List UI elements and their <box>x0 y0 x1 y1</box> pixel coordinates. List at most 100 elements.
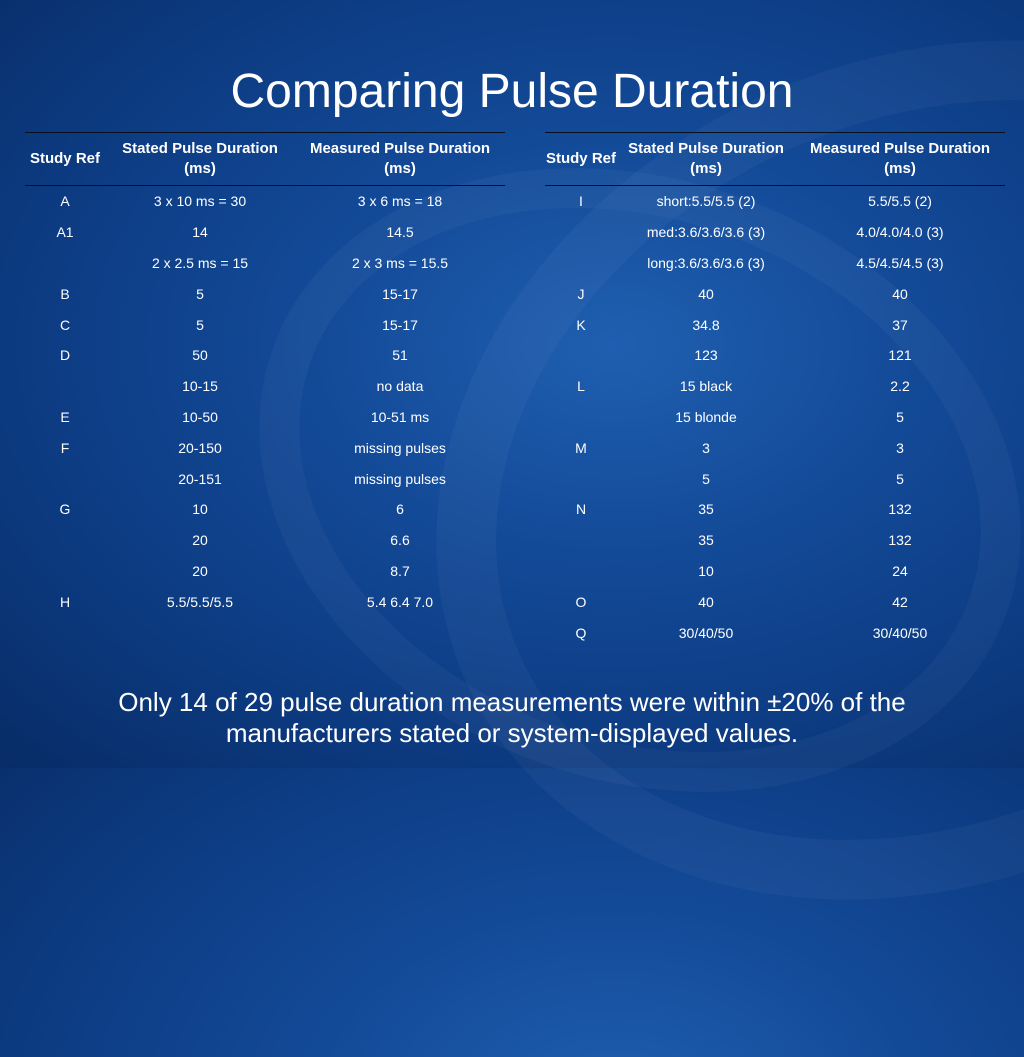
cell-study-ref <box>25 463 105 494</box>
header-study-ref: Study Ref <box>545 132 617 186</box>
cell-study-ref <box>545 463 617 494</box>
cell-stated-pulse: 5 <box>196 316 204 333</box>
slide-title: Comparing Pulse Duration <box>230 65 794 118</box>
cell-measured-pulse: 42 <box>892 593 908 610</box>
cell-measured-pulse: no data <box>376 378 424 395</box>
header-measured-pulse: Measured Pulse Duration (ms) <box>295 132 505 186</box>
table-row: Q 30/40/50 30/40/50 <box>545 617 1005 648</box>
cell-stated-pulse: 35 <box>698 501 714 518</box>
cell-stated-pulse: 20 <box>192 532 208 549</box>
table-row: G 10 6 <box>25 494 505 525</box>
cell-study-ref: C <box>59 316 71 333</box>
table-row: C 5 15-17 <box>25 309 505 340</box>
cell-stated-pulse: 20-150 <box>178 439 222 456</box>
cell-study-ref <box>25 248 105 279</box>
cell-stated-pulse: 15 black <box>679 378 733 395</box>
cell-stated-pulse: 50 <box>192 347 208 364</box>
header-measured-pulse: Measured Pulse Duration (ms) <box>795 132 1005 186</box>
cell-study-ref <box>25 371 105 402</box>
cell-measured-pulse: 8.7 <box>390 562 410 579</box>
cell-measured-pulse: 15-17 <box>382 316 418 333</box>
cell-stated-pulse: long:3.6/3.6/3.6 (3) <box>647 254 765 271</box>
table-row: A 3 x 10 ms = 30 3 x 6 ms = 18 <box>25 186 505 217</box>
cell-stated-pulse: 15 blonde <box>675 408 737 425</box>
table-row: 15 blonde 5 <box>545 402 1005 433</box>
table-row: E 10-50 10-51 ms <box>25 402 505 433</box>
table-row: B 5 15-17 <box>25 278 505 309</box>
cell-stated-pulse: 3 x 10 ms = 30 <box>153 193 247 210</box>
cell-measured-pulse: 132 <box>888 501 912 518</box>
cell-study-ref <box>545 402 617 433</box>
table-row: N 35 132 <box>545 494 1005 525</box>
cell-stated-pulse: 5.5/5.5/5.5 <box>166 593 234 610</box>
cell-stated-pulse: 123 <box>694 347 718 364</box>
cell-stated-pulse: 20 <box>192 562 208 579</box>
cell-stated-pulse: 3 <box>702 439 710 456</box>
table-row: O 40 42 <box>545 586 1005 617</box>
cell-measured-pulse: 6 <box>396 501 404 518</box>
cell-measured-pulse: 2.2 <box>890 378 910 395</box>
cell-study-ref: G <box>59 501 71 518</box>
cell-measured-pulse: 4.0/4.0/4.0 (3) <box>856 224 944 241</box>
cell-study-ref <box>545 525 617 556</box>
cell-study-ref: A <box>60 193 70 210</box>
table-row: M 3 3 <box>545 432 1005 463</box>
cell-study-ref: Q <box>575 624 587 641</box>
cell-measured-pulse: missing pulses <box>354 470 446 487</box>
table-row: med:3.6/3.6/3.6 (3) 4.0/4.0/4.0 (3) <box>545 217 1005 248</box>
cell-measured-pulse: 4.5/4.5/4.5 (3) <box>856 254 944 271</box>
cell-stated-pulse: 30/40/50 <box>678 624 734 641</box>
cell-study-ref: E <box>60 408 70 425</box>
table-row: 20-151 missing pulses <box>25 463 505 494</box>
table-row: A1 14 14.5 <box>25 217 505 248</box>
cell-measured-pulse: 14.5 <box>386 224 414 241</box>
cell-measured-pulse: 132 <box>888 532 912 549</box>
cell-measured-pulse: 5 <box>896 470 904 487</box>
cell-measured-pulse: missing pulses <box>354 439 446 456</box>
cell-measured-pulse: 51 <box>392 347 408 364</box>
cell-measured-pulse: 24 <box>892 562 908 579</box>
cell-measured-pulse: 37 <box>892 316 908 333</box>
cell-stated-pulse: 2 x 2.5 ms = 15 <box>151 254 249 271</box>
cell-stated-pulse: 10-50 <box>182 408 218 425</box>
pulse-table-right: Study Ref Stated Pulse Duration (ms) Mea… <box>545 132 1005 648</box>
cell-stated-pulse: 40 <box>698 593 714 610</box>
slide-footer-note: Only 14 of 29 pulse duration measurement… <box>118 687 906 748</box>
table-header-row: Study Ref Stated Pulse Duration (ms) Mea… <box>545 132 1005 186</box>
cell-stated-pulse: 35 <box>698 532 714 549</box>
cell-measured-pulse: 121 <box>888 347 912 364</box>
cell-measured-pulse: 3 x 6 ms = 18 <box>357 193 443 210</box>
cell-stated-pulse: short:5.5/5.5 (2) <box>656 193 756 210</box>
cell-study-ref <box>25 525 105 556</box>
cell-study-ref: A1 <box>56 224 74 241</box>
cell-stated-pulse: 10 <box>192 501 208 518</box>
cell-study-ref: I <box>579 193 583 210</box>
table-row: L 15 black 2.2 <box>545 371 1005 402</box>
cell-study-ref: O <box>575 593 587 610</box>
cell-study-ref <box>545 556 617 587</box>
cell-stated-pulse: 20-151 <box>178 470 222 487</box>
cell-study-ref: D <box>59 347 71 364</box>
cell-study-ref: H <box>59 593 71 610</box>
pulse-table-left: Study Ref Stated Pulse Duration (ms) Mea… <box>25 132 505 617</box>
cell-measured-pulse: 15-17 <box>382 285 418 302</box>
cell-study-ref <box>545 340 617 371</box>
cell-study-ref: K <box>576 316 586 333</box>
cell-study-ref: J <box>577 285 585 302</box>
cell-measured-pulse: 10-51 ms <box>370 408 430 425</box>
cell-measured-pulse: 30/40/50 <box>872 624 928 641</box>
table-row: F 20-150 missing pulses <box>25 432 505 463</box>
cell-measured-pulse: 2 x 3 ms = 15.5 <box>351 254 449 271</box>
table-row: 20 6.6 <box>25 525 505 556</box>
cell-stated-pulse: 34.8 <box>692 316 720 333</box>
cell-stated-pulse: 10-15 <box>182 378 218 395</box>
cell-stated-pulse: med:3.6/3.6/3.6 (3) <box>646 224 766 241</box>
cell-study-ref <box>545 217 617 248</box>
table-row: 20 8.7 <box>25 556 505 587</box>
cell-study-ref: B <box>60 285 70 302</box>
cell-measured-pulse: 40 <box>892 285 908 302</box>
table-row: 123 121 <box>545 340 1005 371</box>
cell-study-ref: F <box>60 439 70 456</box>
